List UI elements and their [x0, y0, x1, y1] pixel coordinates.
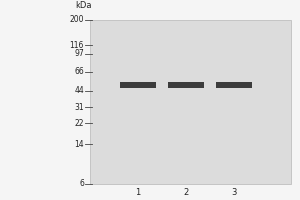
Text: 116: 116 — [70, 41, 84, 50]
Text: 200: 200 — [70, 16, 84, 24]
Text: 66: 66 — [74, 67, 84, 76]
Text: 31: 31 — [74, 103, 84, 112]
Bar — [168, 82, 204, 88]
Text: 6: 6 — [79, 180, 84, 188]
Text: 44: 44 — [74, 86, 84, 95]
Bar — [90, 20, 291, 184]
Text: 22: 22 — [74, 119, 84, 128]
Text: kDa: kDa — [76, 1, 92, 10]
Text: 3: 3 — [231, 188, 237, 197]
Bar — [120, 82, 156, 88]
Text: 1: 1 — [135, 188, 141, 197]
Bar — [216, 82, 252, 88]
Text: 97: 97 — [74, 49, 84, 58]
Text: 2: 2 — [183, 188, 189, 197]
Text: 14: 14 — [74, 140, 84, 149]
